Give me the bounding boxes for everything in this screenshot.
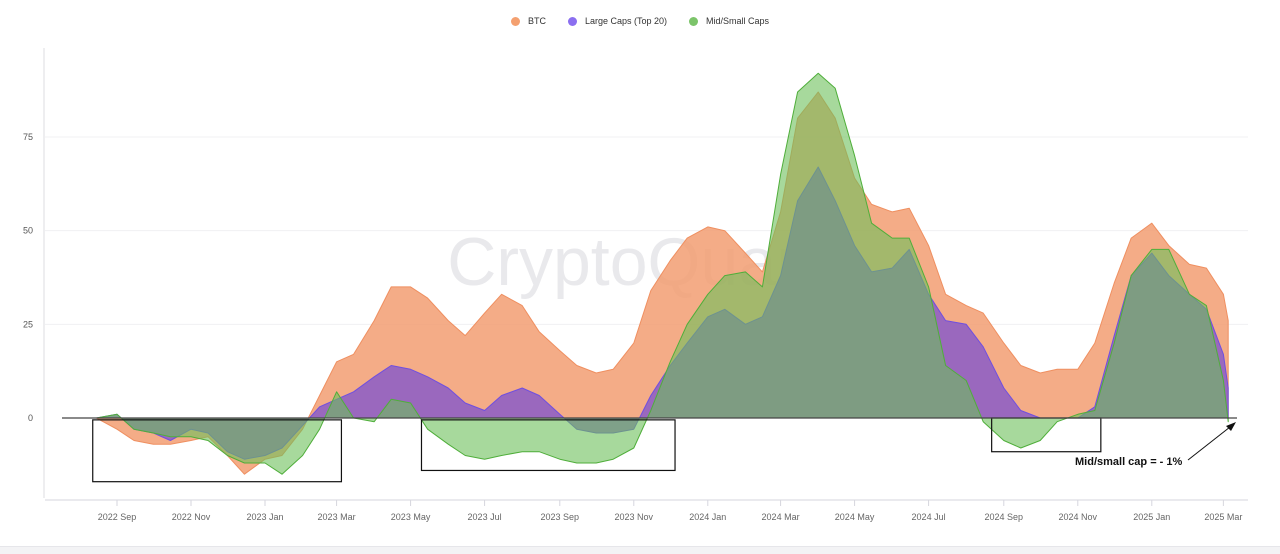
legend-swatch-large-caps	[567, 16, 577, 26]
x-tick-label: 2022 Nov	[172, 512, 211, 522]
x-tick-label: 2024 Mar	[762, 512, 800, 522]
x-tick-label: 2024 Jan	[689, 512, 726, 522]
x-tick-label: 2023 May	[391, 512, 431, 522]
x-tick-label: 2023 Jan	[246, 512, 283, 522]
legend-item-mid-small-caps[interactable]: Mid/Small Caps	[689, 16, 769, 26]
x-tick-label: 2023 Mar	[318, 512, 356, 522]
x-tick-label: 2025 Jan	[1133, 512, 1170, 522]
annotation-text: Mid/small cap = - 1%	[1075, 456, 1183, 468]
legend-label-mid-small-caps: Mid/Small Caps	[706, 16, 770, 26]
x-tick-label: 2024 May	[835, 512, 875, 522]
annotation-arrowhead	[1226, 422, 1236, 431]
y-tick-label: 75	[23, 132, 33, 142]
chart-legend: BTC Large Caps (Top 20) Mid/Small Caps	[0, 16, 1280, 26]
x-tick-label: 2025 Mar	[1204, 512, 1242, 522]
legend-item-btc[interactable]: BTC	[510, 16, 546, 26]
bottom-strip	[0, 546, 1280, 554]
x-tick-label: 2024 Nov	[1059, 512, 1098, 522]
x-tick-label: 2024 Jul	[912, 512, 946, 522]
legend-label-btc: BTC	[527, 16, 546, 26]
y-tick-label: 50	[23, 226, 33, 236]
legend-label-large-caps: Large Caps (Top 20)	[584, 16, 667, 26]
x-tick-label: 2022 Sep	[98, 512, 137, 522]
legend-swatch-mid-small-caps	[689, 16, 698, 26]
highlight-box	[92, 419, 343, 483]
x-tick-label: 2023 Sep	[541, 512, 580, 522]
area-series-2	[95, 72, 1229, 475]
legend-swatch-btc	[510, 16, 520, 26]
x-tick-label: 2023 Jul	[468, 512, 502, 522]
x-tick-label: 2024 Sep	[985, 512, 1024, 522]
y-tick-label: 0	[28, 413, 33, 423]
legend-item-large-caps[interactable]: Large Caps (Top 20)	[567, 16, 667, 26]
y-tick-label: 25	[23, 319, 33, 329]
annotation-arrow	[1187, 426, 1231, 461]
x-tick-label: 2023 Nov	[615, 512, 654, 522]
highlight-box	[420, 419, 676, 472]
